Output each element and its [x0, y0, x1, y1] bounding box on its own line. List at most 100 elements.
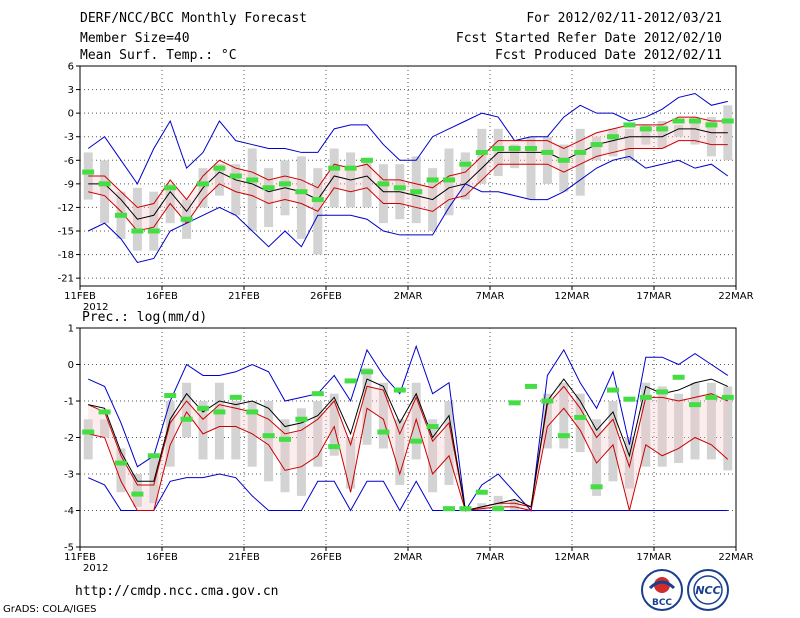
spread-bar	[149, 191, 159, 251]
observed-marker	[574, 414, 587, 420]
prec-panel-title: Prec.: log(mm/d)	[82, 310, 208, 325]
observed-marker	[197, 181, 209, 187]
spread-bar	[608, 128, 618, 157]
ncc-logo-text: NCC	[695, 584, 720, 597]
observed-marker	[344, 165, 357, 171]
observed-marker	[639, 126, 652, 132]
spread-bar	[247, 148, 257, 231]
spread-bar	[264, 168, 274, 228]
x-tick-label: 26FEB	[310, 291, 342, 302]
fcst-started-date: Fcst Started Refer Date 2012/02/10	[455, 31, 722, 46]
y-tick-label: 1	[68, 324, 74, 335]
x-tick-label: 2MAR	[394, 291, 423, 302]
observed-marker	[82, 429, 95, 435]
spread-bar	[575, 128, 585, 196]
observed-marker	[262, 185, 275, 191]
max-line	[87, 344, 729, 512]
observed-marker	[672, 374, 685, 380]
y-tick-label: -2	[64, 433, 74, 444]
spread-bar	[706, 117, 716, 157]
logos: BCC NCC	[641, 569, 729, 611]
min-line	[87, 473, 728, 512]
observed-marker	[607, 134, 619, 140]
member-size: Member Size=40	[80, 31, 190, 46]
observed-marker	[246, 409, 259, 415]
spread-bar	[542, 393, 552, 449]
x-tick-label: 26FEB	[310, 552, 342, 563]
x-tick-label: 17MAR	[636, 291, 671, 302]
max-line	[87, 92, 728, 185]
spread-bar	[280, 419, 290, 493]
spread-bar	[214, 164, 224, 196]
spread-bar	[690, 117, 700, 145]
y-tick-label: -21	[58, 274, 74, 285]
observed-marker	[623, 122, 636, 128]
spread-bar	[657, 121, 667, 149]
observed-marker	[279, 181, 291, 187]
observed-marker	[475, 149, 488, 155]
spread-bar	[165, 401, 175, 467]
x-tick-label: 7MAR	[476, 291, 505, 302]
bcc-logo-icon: BCC	[641, 569, 683, 611]
spread-bar	[231, 164, 241, 216]
x-tick-label: 12MAR	[554, 291, 589, 302]
y-tick-label: -12	[58, 203, 74, 214]
spread-bar	[624, 437, 634, 489]
observed-marker	[721, 394, 734, 400]
x-tick-label: 12MAR	[554, 552, 589, 563]
spread-bar	[182, 382, 192, 438]
observed-marker	[344, 378, 357, 384]
spread-bar	[231, 401, 241, 460]
observed-marker	[180, 216, 193, 222]
observed-marker	[541, 398, 554, 404]
observed-marker	[689, 402, 701, 408]
spread-bar	[444, 401, 454, 485]
y-tick-label: 3	[68, 85, 74, 96]
spread-bar	[83, 419, 93, 460]
grads-credit: GrADS: COLA/IGES	[3, 604, 97, 615]
observed-marker	[426, 177, 439, 183]
observed-marker	[377, 181, 390, 187]
observed-marker	[279, 436, 291, 442]
observed-marker	[115, 460, 127, 466]
observed-marker	[147, 228, 160, 234]
observed-marker	[656, 126, 669, 132]
observed-marker	[229, 173, 242, 179]
observed-marker	[656, 389, 669, 395]
observed-marker	[98, 181, 111, 187]
x-year-label: 2012	[83, 563, 108, 574]
spread-bar	[313, 401, 323, 467]
y-tick-label: -4	[64, 506, 74, 517]
spread-bar	[296, 156, 306, 239]
observed-marker	[295, 189, 308, 195]
x-tick-label: 7MAR	[476, 552, 505, 563]
min-line	[87, 155, 729, 263]
observed-marker	[623, 396, 636, 402]
observed-marker	[459, 506, 472, 512]
spread-bar	[100, 419, 110, 438]
observed-marker	[590, 142, 603, 148]
observed-marker	[229, 394, 242, 400]
ncc-logo-icon: NCC	[687, 569, 729, 611]
spread-bar	[641, 382, 651, 467]
observed-marker	[98, 409, 111, 415]
y-tick-label: -15	[58, 227, 74, 238]
observed-marker	[82, 169, 95, 175]
spread-bar	[214, 382, 224, 460]
title-line-1: DERF/NCC/BCC Monthly Forecast	[80, 11, 307, 26]
x-year-label: 2012	[83, 302, 108, 313]
spread-bar	[526, 136, 536, 200]
spread-bar	[592, 136, 602, 161]
observed-marker	[672, 118, 685, 124]
x-tick-label: 16FEB	[146, 291, 178, 302]
std-band	[88, 386, 728, 511]
x-tick-label: 11FEB	[64, 552, 96, 563]
spread-bar	[706, 382, 716, 460]
x-tick-label: 22MAR	[718, 552, 753, 563]
y-tick-label: -9	[64, 179, 74, 190]
spread-bar	[510, 144, 520, 169]
source-url[interactable]: http://cmdp.ncc.cma.gov.cn	[75, 584, 279, 599]
observed-marker	[328, 444, 341, 450]
observed-marker	[311, 197, 324, 203]
